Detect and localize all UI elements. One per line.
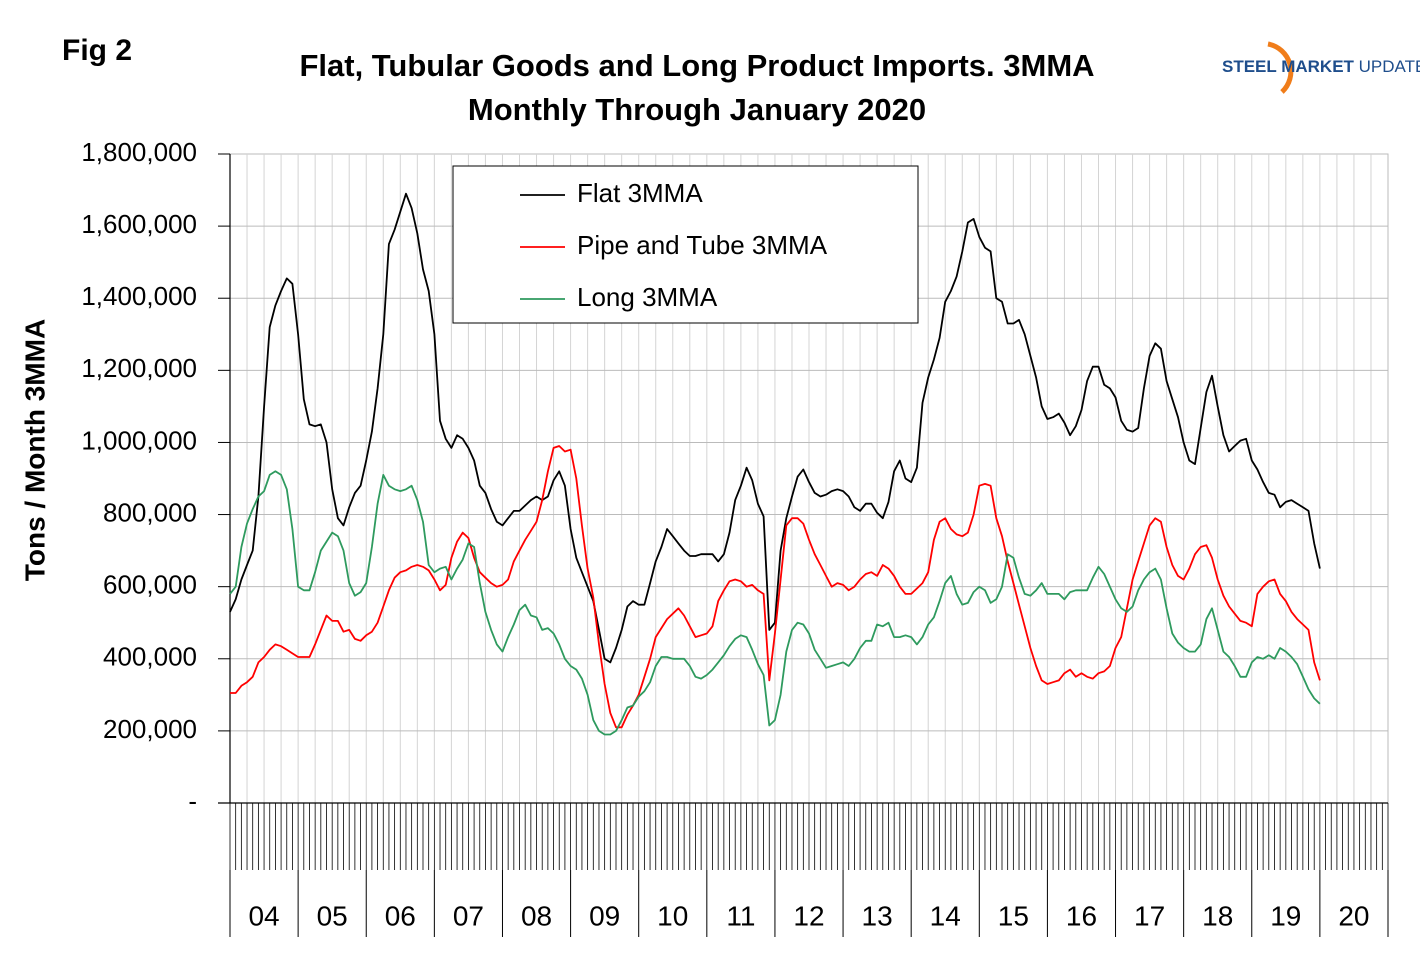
figure-label: Fig 2 (62, 34, 132, 67)
logo: STEEL MARKET UPDATE (1222, 41, 1420, 94)
axes: - 200,000 400,000 600,000 800,000 1,000,000 1,… (81, 137, 1389, 937)
x-tick-label: 06 (385, 900, 416, 931)
x-tick-label: 12 (793, 900, 824, 931)
legend-box (452, 165, 919, 324)
legend-label: Pipe and Tube 3MMA (577, 230, 828, 260)
logo-bold: STEEL MARKET (1222, 57, 1355, 76)
x-tick-label: 05 (317, 900, 348, 931)
x-tick-label: 17 (1134, 900, 1165, 931)
legend-label: Flat 3MMA (577, 178, 703, 208)
x-tick-label: 07 (453, 900, 484, 931)
x-tick-label: 04 (248, 900, 279, 931)
y-tick-label: 1,000,000 (81, 425, 197, 455)
y-tick-label: 400,000 (103, 642, 197, 672)
x-tick-label: 19 (1270, 900, 1301, 931)
y-tick-label: - (188, 786, 197, 816)
y-tick-label: 1,400,000 (81, 281, 197, 311)
y-tick-label: 600,000 (103, 570, 197, 600)
x-tick-label: 20 (1338, 900, 1369, 931)
logo-light: UPDATE (1359, 57, 1420, 76)
y-axis-label: Tons / Month 3MMA (19, 319, 50, 581)
y-tick-label: 1,200,000 (81, 353, 197, 383)
series-line (229, 470, 1321, 736)
x-tick-label: 09 (589, 900, 620, 931)
series-line (230, 445, 1321, 729)
x-tick-label: 10 (657, 900, 688, 931)
chart-title: Flat, Tubular Goods and Long Product Imp… (299, 48, 1094, 83)
legend-label: Long 3MMA (577, 282, 718, 312)
x-tick-label: 14 (930, 900, 961, 931)
chart-subtitle: Monthly Through January 2020 (468, 92, 926, 127)
x-tick-label: 08 (521, 900, 552, 931)
y-tick-label: 1,600,000 (81, 209, 197, 239)
x-tick-label: 16 (1066, 900, 1097, 931)
x-tick-label: 15 (998, 900, 1029, 931)
logo-arc (1267, 41, 1294, 94)
logo-text: STEEL MARKET UPDATE (1222, 57, 1420, 76)
x-tick-label: 11 (726, 900, 755, 931)
x-tick-label: 13 (862, 900, 893, 931)
y-tick-label: 1,800,000 (81, 137, 197, 167)
legend: Flat 3MMA Pipe and Tube 3MMA Long 3MMA (452, 165, 919, 324)
series-line (229, 192, 1321, 664)
y-tick-label: 200,000 (103, 714, 197, 744)
y-tick-label: 800,000 (103, 497, 197, 527)
series-lines (229, 192, 1321, 736)
x-tick-label: 18 (1202, 900, 1233, 931)
